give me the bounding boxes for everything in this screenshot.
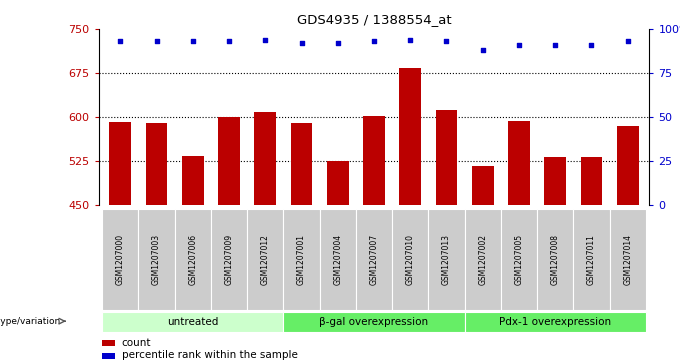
- Bar: [211, 209, 247, 310]
- Text: GSM1207014: GSM1207014: [623, 234, 632, 285]
- Text: GSM1207006: GSM1207006: [188, 234, 197, 285]
- Bar: [146, 123, 167, 205]
- Bar: [175, 209, 211, 310]
- Text: GSM1207003: GSM1207003: [152, 234, 161, 285]
- Bar: [102, 312, 284, 332]
- Bar: [399, 68, 421, 205]
- Point: [151, 38, 162, 44]
- Point: [586, 42, 597, 48]
- Text: GSM1207013: GSM1207013: [442, 234, 451, 285]
- Bar: [320, 209, 356, 310]
- Text: GSM1207000: GSM1207000: [116, 234, 125, 285]
- Bar: [102, 353, 115, 359]
- Bar: [247, 209, 284, 310]
- Bar: [102, 340, 115, 346]
- Bar: [109, 122, 131, 205]
- Point: [296, 40, 307, 46]
- Text: percentile rank within the sample: percentile rank within the sample: [122, 350, 298, 360]
- Point: [477, 47, 488, 53]
- Point: [188, 38, 199, 44]
- Bar: [327, 161, 349, 205]
- Bar: [537, 209, 573, 310]
- Bar: [464, 209, 501, 310]
- Text: GSM1207009: GSM1207009: [224, 234, 233, 285]
- Point: [224, 38, 235, 44]
- Point: [549, 42, 560, 48]
- Bar: [428, 209, 464, 310]
- Bar: [139, 209, 175, 310]
- Bar: [284, 209, 320, 310]
- Bar: [290, 123, 312, 205]
- Text: untreated: untreated: [167, 317, 218, 327]
- Bar: [472, 166, 494, 205]
- Bar: [254, 113, 276, 205]
- Bar: [573, 209, 609, 310]
- Text: GSM1207004: GSM1207004: [333, 234, 342, 285]
- Text: count: count: [122, 338, 151, 348]
- Bar: [284, 312, 464, 332]
- Text: GSM1207012: GSM1207012: [261, 234, 270, 285]
- Bar: [501, 209, 537, 310]
- Point: [405, 37, 415, 42]
- Text: GSM1207001: GSM1207001: [297, 234, 306, 285]
- Text: GSM1207005: GSM1207005: [515, 234, 524, 285]
- Text: Pdx-1 overexpression: Pdx-1 overexpression: [499, 317, 611, 327]
- Point: [333, 40, 343, 46]
- Point: [115, 38, 126, 44]
- Point: [513, 42, 524, 48]
- Bar: [392, 209, 428, 310]
- Text: GSM1207002: GSM1207002: [478, 234, 487, 285]
- Bar: [464, 312, 646, 332]
- Point: [369, 38, 379, 44]
- Bar: [102, 209, 139, 310]
- Bar: [436, 110, 458, 205]
- Point: [441, 38, 452, 44]
- Bar: [617, 126, 639, 205]
- Bar: [544, 157, 566, 205]
- Title: GDS4935 / 1388554_at: GDS4935 / 1388554_at: [296, 13, 452, 26]
- Text: genotype/variation: genotype/variation: [0, 317, 61, 326]
- Text: β-gal overexpression: β-gal overexpression: [320, 317, 428, 327]
- Text: GSM1207011: GSM1207011: [587, 234, 596, 285]
- Bar: [356, 209, 392, 310]
- Text: GSM1207007: GSM1207007: [369, 234, 379, 285]
- Bar: [182, 156, 204, 205]
- Bar: [581, 157, 602, 205]
- Bar: [218, 117, 240, 205]
- Text: GSM1207008: GSM1207008: [551, 234, 560, 285]
- Bar: [508, 121, 530, 205]
- Point: [622, 38, 633, 44]
- Point: [260, 37, 271, 42]
- Text: GSM1207010: GSM1207010: [406, 234, 415, 285]
- Bar: [363, 116, 385, 205]
- Bar: [609, 209, 646, 310]
